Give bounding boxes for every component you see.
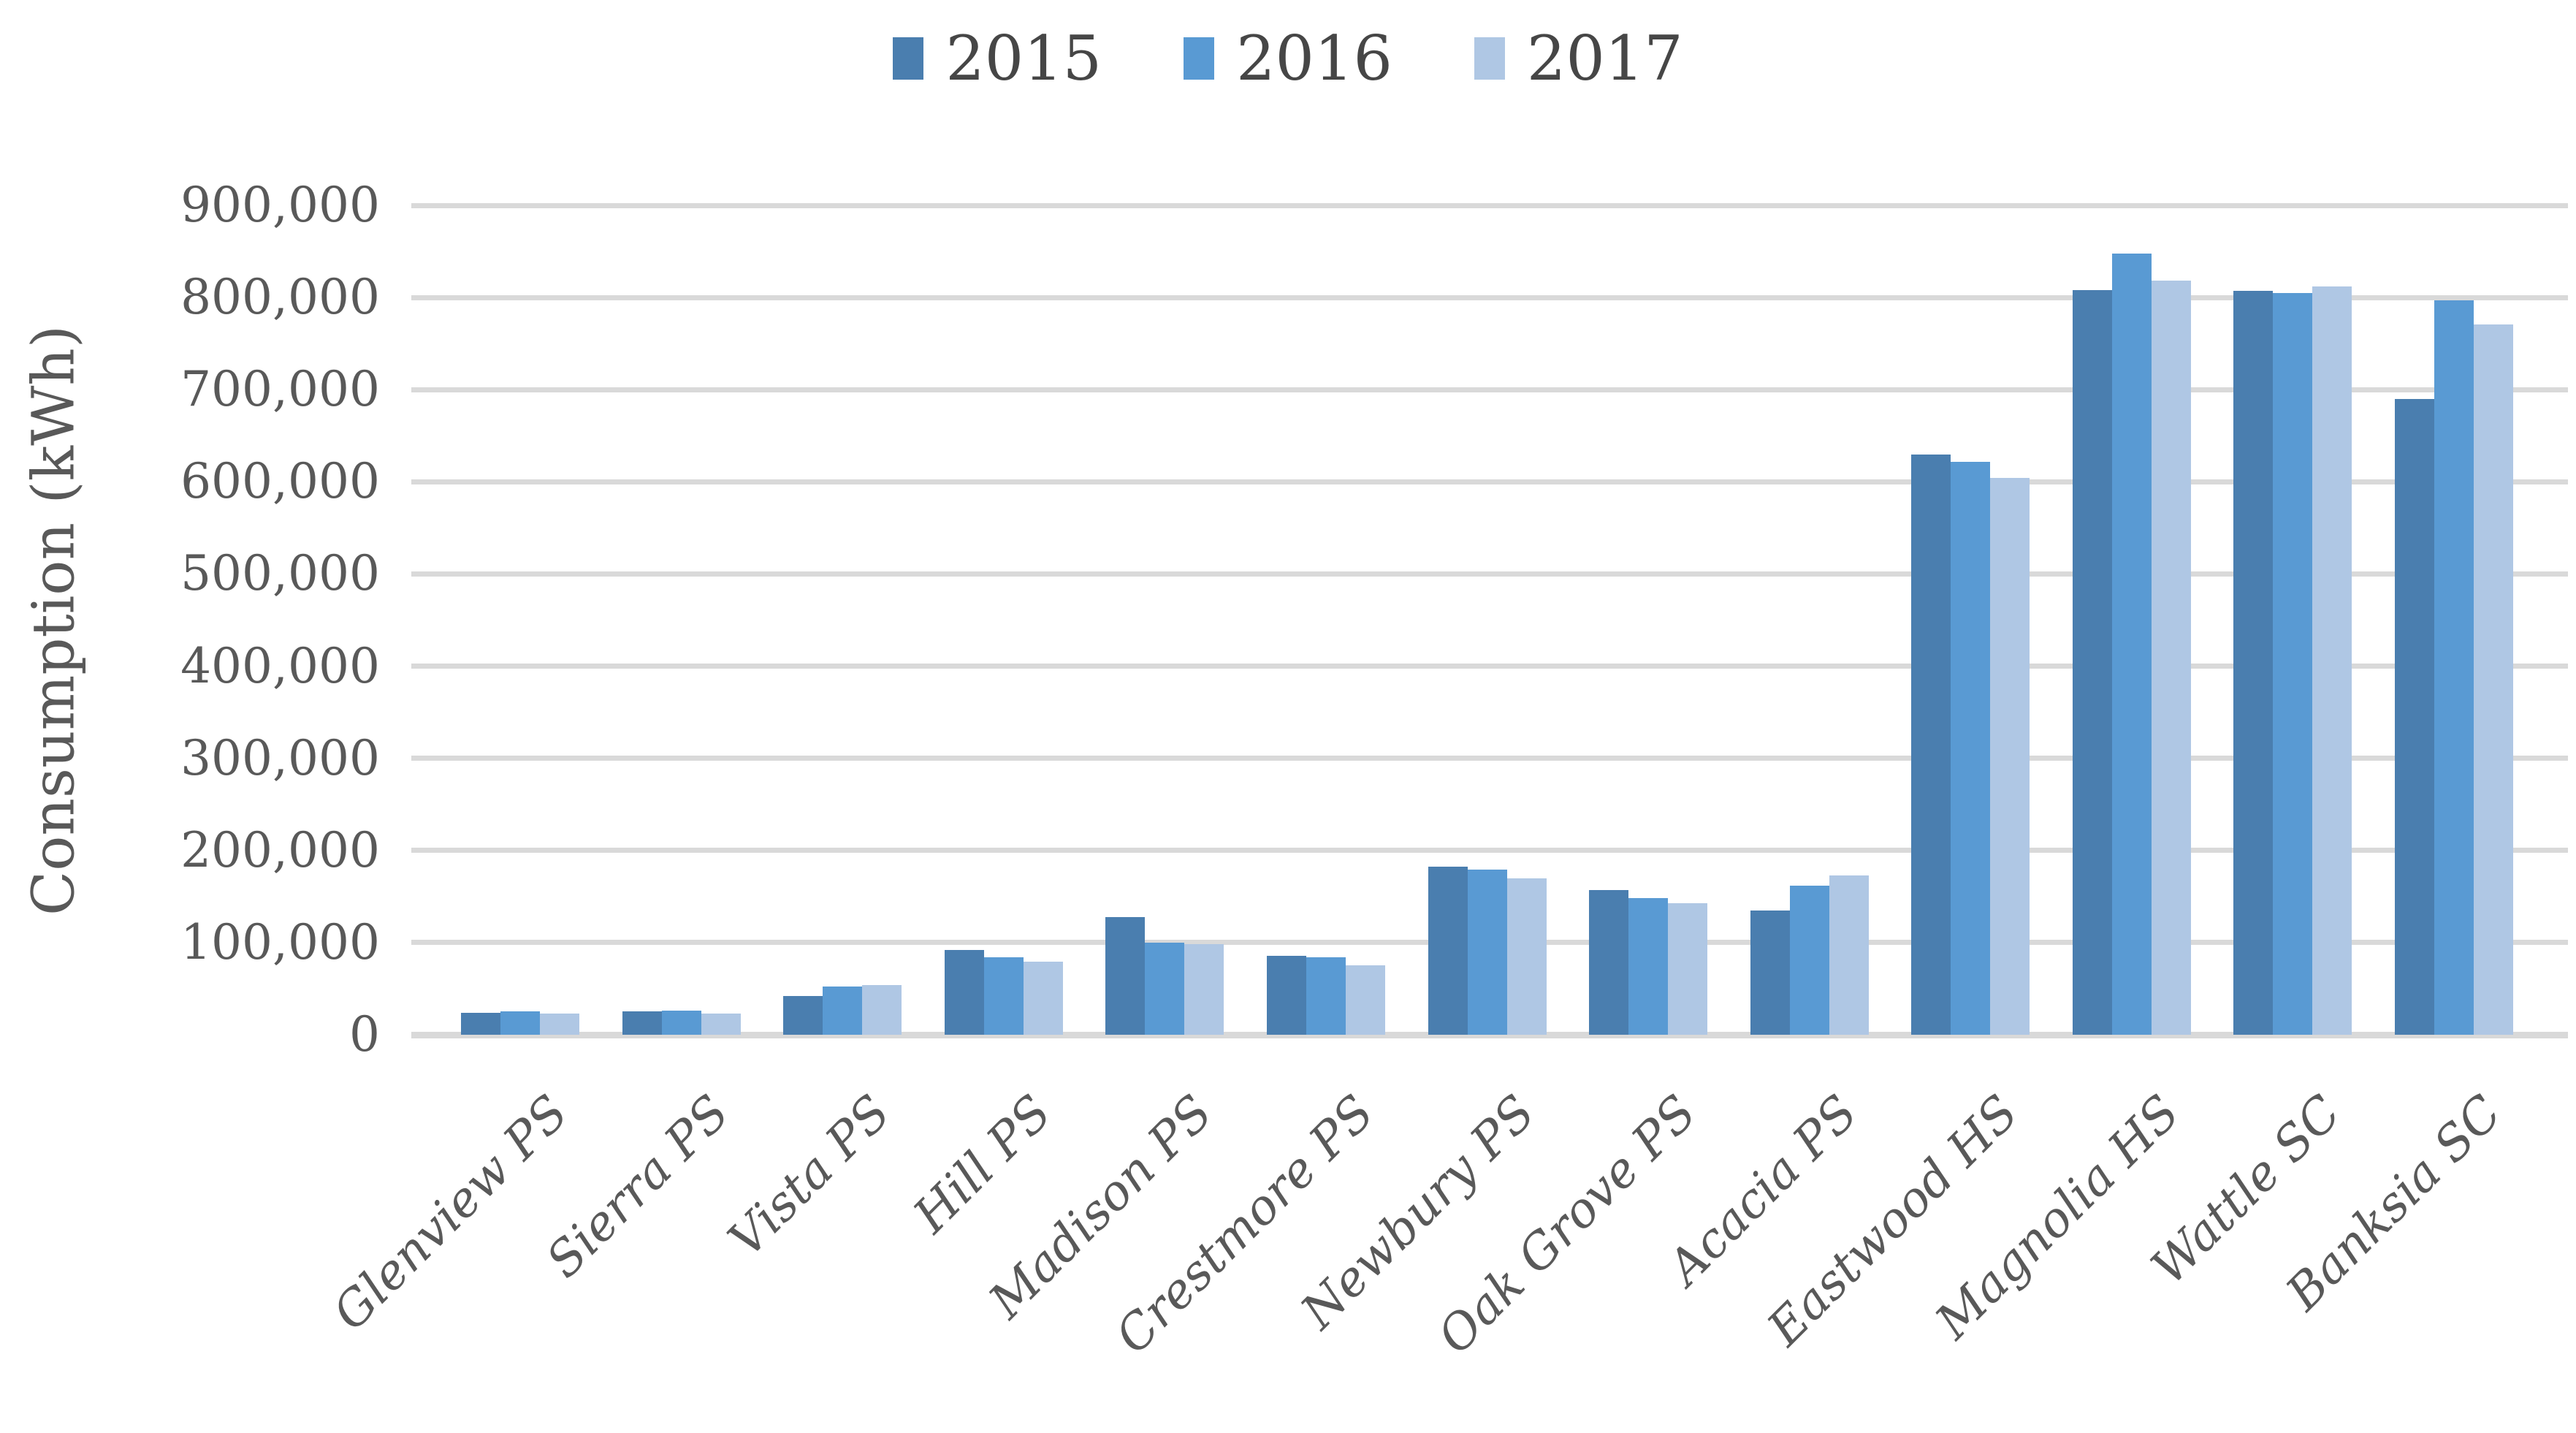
bar-2017 <box>1023 962 1063 1035</box>
bar-2015 <box>2394 398 2434 1035</box>
y-tick-label: 600,000 <box>180 453 380 510</box>
y-tick-label: 100,000 <box>180 913 380 970</box>
x-category-label: Glenview PS <box>322 1084 579 1342</box>
gridline <box>411 848 2568 854</box>
x-category-label: Vista PS <box>717 1084 902 1268</box>
bar-2016 <box>1789 885 1829 1035</box>
y-tick-label: 800,000 <box>180 269 380 326</box>
bar-2016 <box>2273 292 2313 1035</box>
bar-2015 <box>461 1012 501 1035</box>
bar-2016 <box>1306 957 1346 1035</box>
bar-2015 <box>1266 955 1306 1035</box>
bar-2015 <box>1105 916 1146 1035</box>
y-tick-label: 200,000 <box>180 821 380 878</box>
legend-swatch-icon <box>893 37 924 80</box>
bar-2015 <box>1750 910 1790 1035</box>
bar-2017 <box>1345 965 1385 1035</box>
bar-2015 <box>944 949 984 1035</box>
bar-2016 <box>1951 461 1991 1035</box>
bar-2016 <box>1467 870 1507 1035</box>
gridline <box>411 202 2568 208</box>
bar-2017 <box>1184 944 1224 1035</box>
bar-2016 <box>1628 898 1669 1035</box>
legend: 2015 2016 2017 <box>0 28 2576 89</box>
bar-2015 <box>2072 290 2112 1035</box>
bar-2017 <box>1990 478 2030 1035</box>
legend-item-2016: 2016 <box>1184 28 1392 89</box>
bar-2015 <box>622 1011 662 1035</box>
bar-2016 <box>661 1011 701 1035</box>
y-tick-label: 900,000 <box>180 177 380 233</box>
bar-2017 <box>701 1013 741 1035</box>
gridline <box>411 756 2568 761</box>
bar-2016 <box>823 987 863 1035</box>
y-tick-label: 500,000 <box>180 545 380 602</box>
legend-label: 2015 <box>945 23 1102 94</box>
gridline <box>411 387 2568 392</box>
x-axis-line <box>411 1031 2568 1038</box>
legend-swatch-icon <box>1474 37 1505 80</box>
legend-label: 2017 <box>1526 23 1683 94</box>
bar-2016 <box>2111 253 2152 1035</box>
bar-2017 <box>1829 875 1869 1035</box>
bar-2017 <box>2151 281 2191 1035</box>
gridline <box>411 479 2568 484</box>
legend-item-2015: 2015 <box>893 28 1102 89</box>
gridline <box>411 664 2568 669</box>
bar-2017 <box>540 1013 580 1035</box>
gridline <box>411 571 2568 577</box>
y-tick-label: 400,000 <box>180 637 380 694</box>
bar-2015 <box>783 996 823 1035</box>
y-tick-label: 300,000 <box>180 729 380 786</box>
y-tick-label: 0 <box>349 1006 380 1063</box>
legend-item-2017: 2017 <box>1474 28 1683 89</box>
bar-2015 <box>1589 890 1629 1035</box>
bar-2015 <box>1911 454 1951 1035</box>
bar-2016 <box>500 1011 541 1035</box>
bar-2015 <box>2233 291 2274 1035</box>
y-tick-label: 700,000 <box>180 361 380 418</box>
x-category-label: Hill PS <box>902 1084 1063 1244</box>
bar-2017 <box>2473 324 2513 1035</box>
bar-2017 <box>862 984 902 1035</box>
bar-2017 <box>2312 286 2352 1035</box>
bar-2016 <box>983 957 1024 1035</box>
bar-2016 <box>2434 300 2474 1035</box>
bar-2017 <box>1668 902 1708 1035</box>
y-axis-title: Consumption (kWh) <box>19 324 88 916</box>
bar-2017 <box>1506 878 1547 1035</box>
legend-label: 2016 <box>1236 23 1392 94</box>
legend-swatch-icon <box>1184 37 1215 80</box>
bar-2016 <box>1145 942 1185 1035</box>
bar-2015 <box>1428 867 1468 1035</box>
gridline <box>411 294 2568 300</box>
